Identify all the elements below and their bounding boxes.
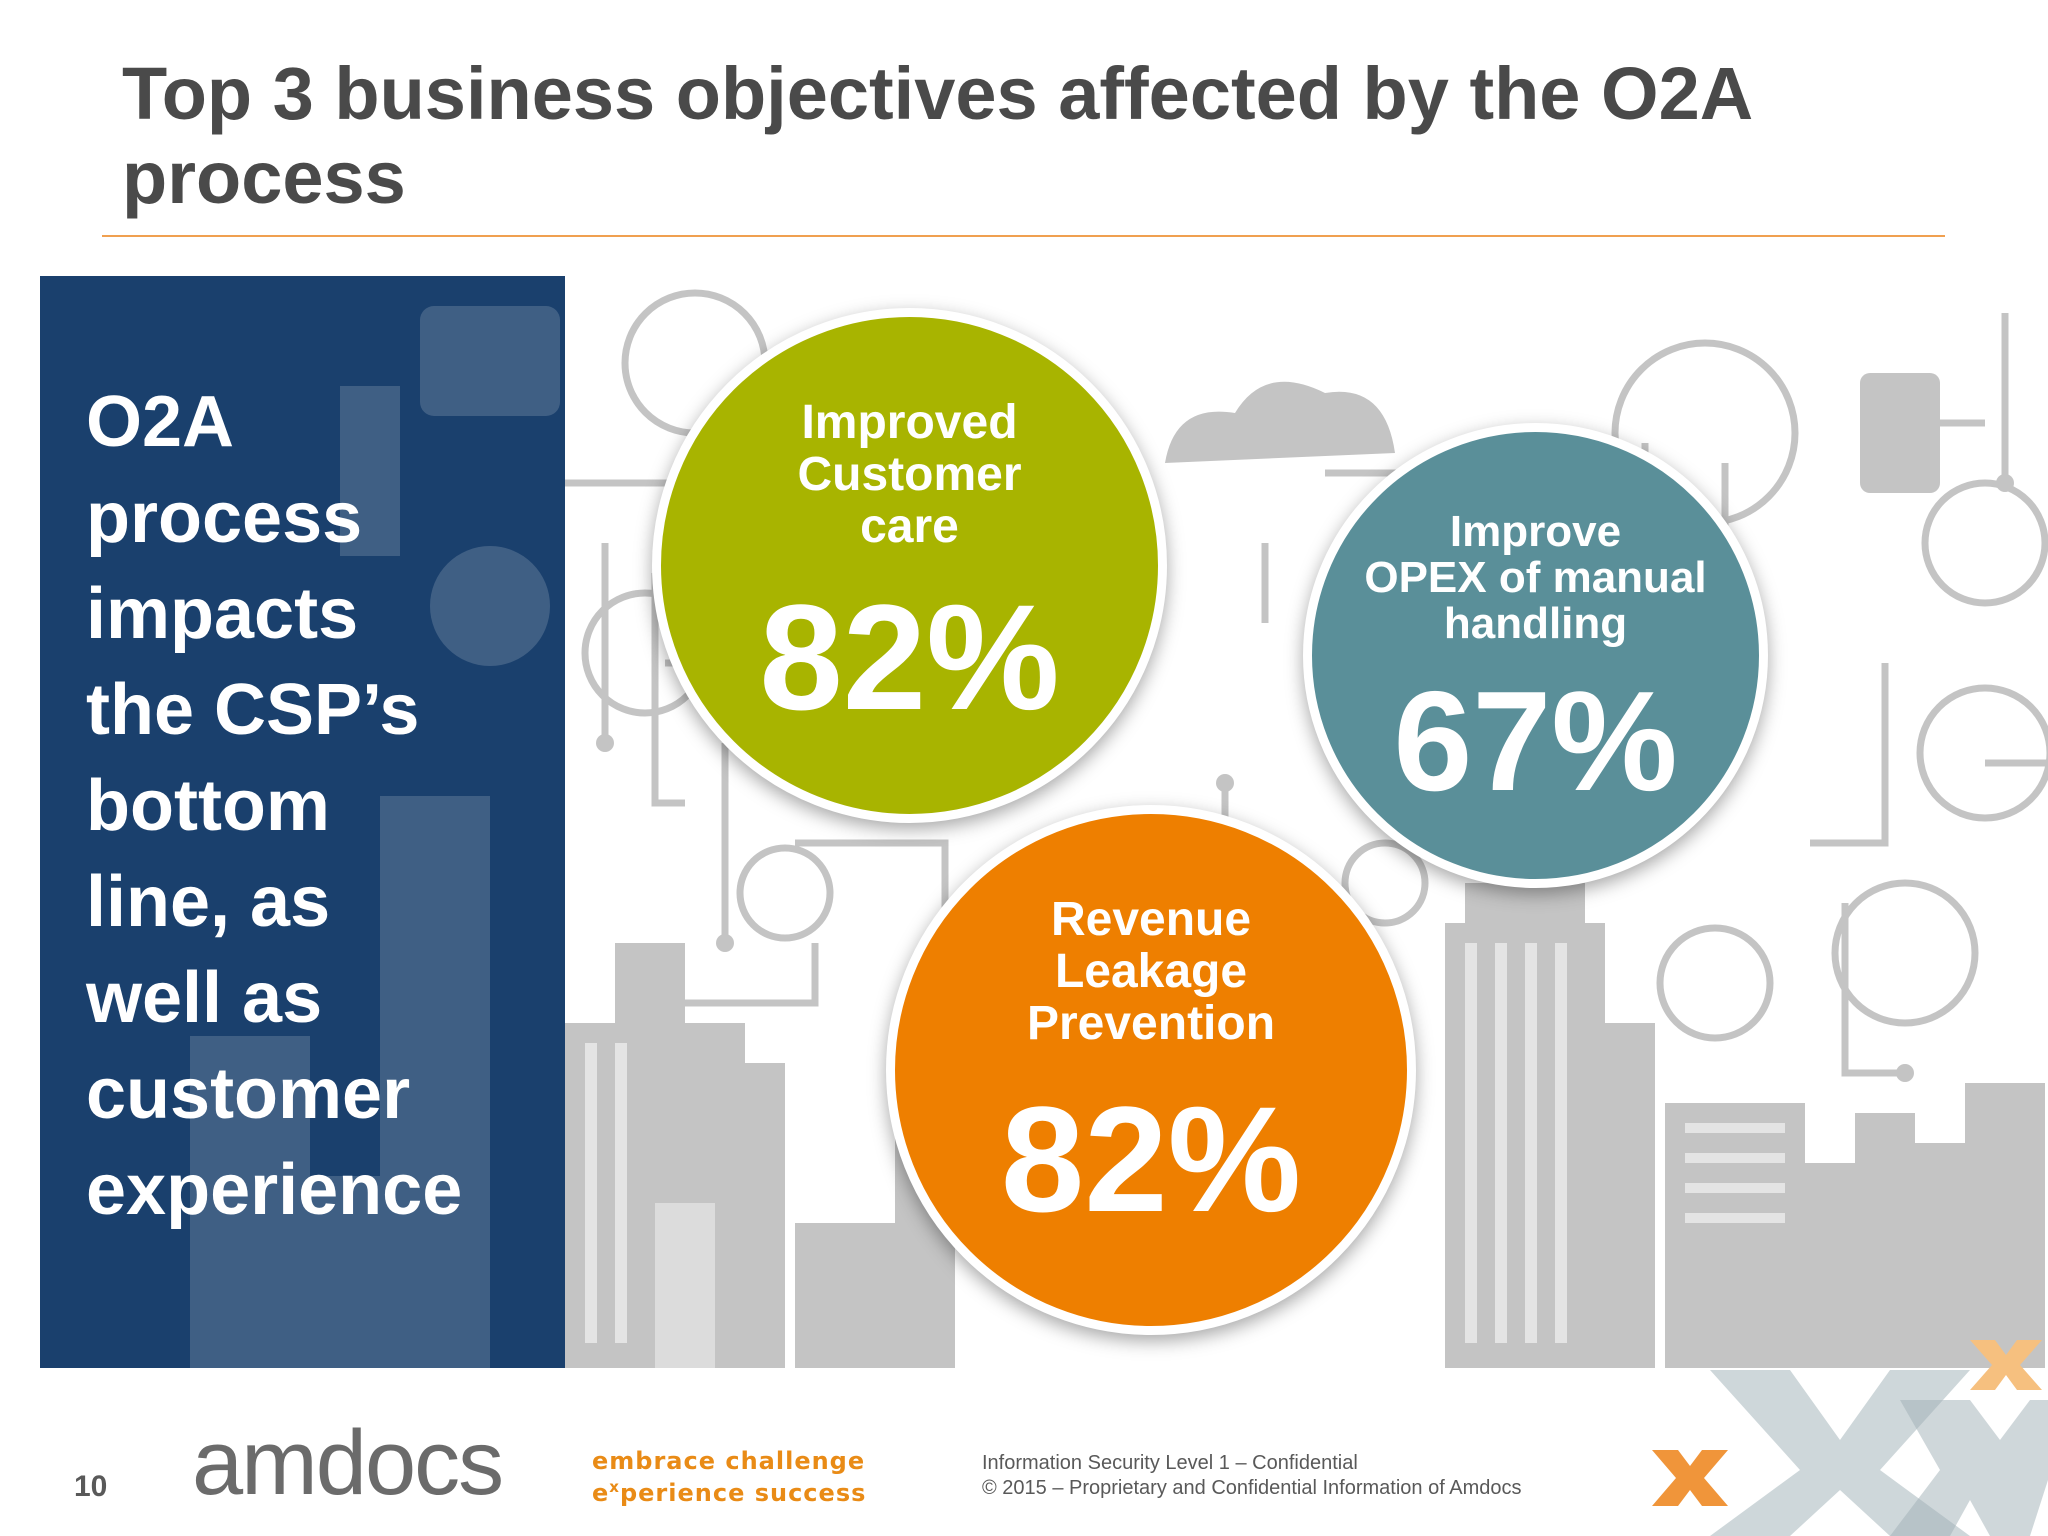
objective-bubble-revenue-leakage: Revenue Leakage Prevention 82% [886, 805, 1416, 1335]
slide-title: Top 3 business objectives affected by th… [122, 52, 1751, 219]
summary-panel: O2A process impacts the CSP’s bottom lin… [40, 276, 565, 1368]
page-number: 10 [74, 1470, 108, 1503]
objective-percentage: 67% [1393, 662, 1678, 821]
tagline-line-2-rest: perience success [619, 1479, 867, 1507]
tagline-line-1: embrace challenge [592, 1447, 866, 1475]
confidentiality-line-1: Information Security Level 1 – Confident… [982, 1452, 1358, 1474]
summary-text: O2A process impacts the CSP’s bottom lin… [86, 382, 463, 1230]
objective-percentage: 82% [1000, 1075, 1302, 1243]
objective-percentage: 82% [759, 573, 1060, 741]
objective-label: Revenue Leakage Prevention [1026, 893, 1276, 1050]
objective-label: Improved Customer care [797, 396, 1022, 553]
confidentiality-line-2: © 2015 – Proprietary and Confidential In… [982, 1477, 1522, 1499]
tagline-line-2: experience success [592, 1474, 866, 1506]
tagline: embrace challenge experience success [592, 1448, 866, 1506]
panel-background-illustration [190, 306, 560, 1368]
title-divider [102, 235, 1945, 237]
x-marks-logo-icon [1652, 1340, 2048, 1536]
confidentiality-notice: Information Security Level 1 – Confident… [982, 1451, 1521, 1501]
amdocs-logo: amdocs [192, 1412, 504, 1514]
objective-bubble-customer-care: Improved Customer care 82% [652, 308, 1167, 823]
tagline-line-2-sup: x [609, 1478, 620, 1496]
tagline-line-2-prefix: e [592, 1479, 610, 1507]
objective-label: Improve OPEX of manual handling [1364, 507, 1707, 648]
objective-bubble-opex: Improve OPEX of manual handling 67% [1303, 423, 1768, 888]
